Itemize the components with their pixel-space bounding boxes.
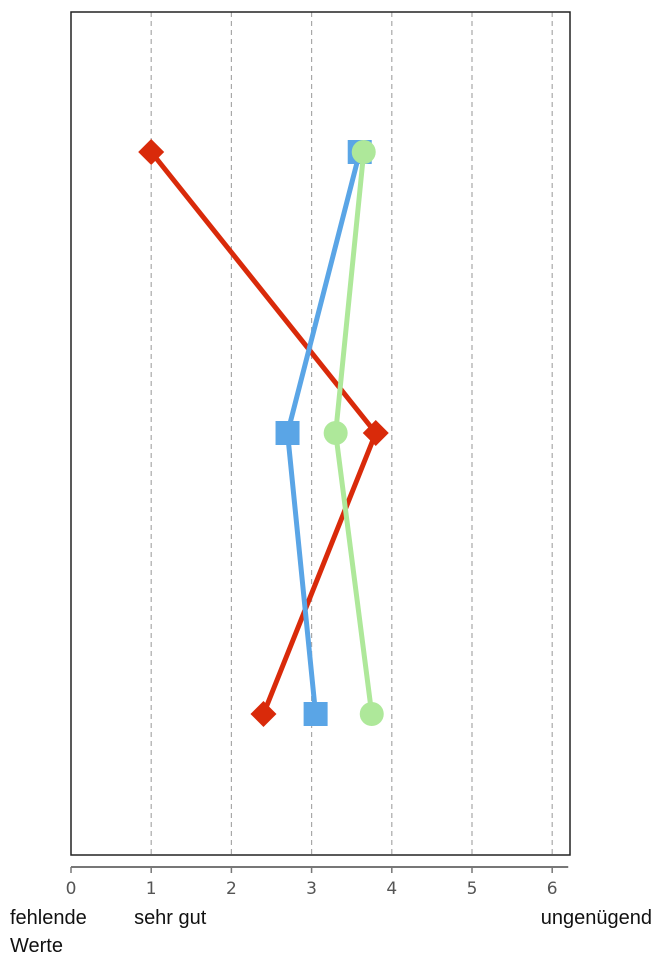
data-point [323, 421, 348, 445]
x-category-label: fehlende [10, 907, 87, 929]
x-tick-label: 0 [66, 879, 77, 899]
x-tick-label: 6 [547, 879, 558, 899]
data-point [138, 139, 165, 165]
series-circle [323, 140, 384, 726]
x-category-label: ungenügend [541, 907, 652, 929]
x-category-label: sehr gut [134, 907, 207, 929]
x-tick-label: 2 [226, 879, 237, 899]
grid-lines [150, 12, 553, 855]
data-point [362, 420, 389, 446]
data-point [359, 702, 384, 726]
x-tick-label: 4 [386, 879, 397, 899]
data-point [351, 140, 376, 164]
x-axis: 0 1 2 3 4 5 6 fehlende Werte sehr gut ungenügend [10, 866, 652, 957]
x-tick-label: 5 [467, 879, 478, 899]
series-diamond [138, 139, 389, 727]
data-point [303, 702, 328, 726]
x-tick-label: 1 [146, 879, 157, 899]
series-layer [138, 139, 389, 727]
data-point [275, 421, 300, 445]
data-point [250, 701, 277, 727]
x-category-label: Werte [10, 935, 63, 957]
x-tick-label: 3 [306, 879, 317, 899]
plot-frame [70, 11, 571, 856]
